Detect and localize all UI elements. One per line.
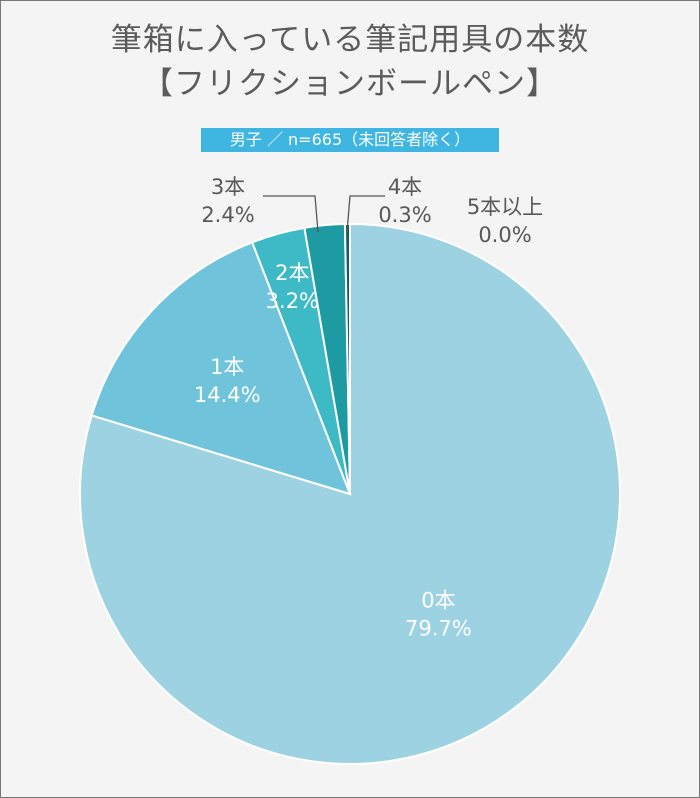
slice-value-5: 0.3% [378, 203, 431, 227]
slice-value-2: 14.4% [194, 383, 261, 407]
slice-label-6: 5本以上 [467, 195, 543, 219]
chart-title: 筆箱に入っている筆記用具の本数 【フリクションボールペン】 [0, 18, 700, 106]
slice-label-2: 1本 [210, 355, 244, 379]
leader-line-4 [263, 195, 319, 233]
slice-label-1: 0本 [421, 588, 455, 612]
slice-label-4: 3本 [211, 175, 245, 199]
title-line-1: 筆箱に入っている筆記用具の本数 [110, 22, 590, 58]
slice-value-4: 2.4% [201, 203, 254, 227]
slice-2 [90, 241, 352, 496]
slice-value-6: 0.0% [478, 223, 531, 247]
sample-badge: 男子 ／ n=665（未回答者除く） [201, 128, 499, 152]
slice-value-1: 79.7% [405, 616, 472, 640]
slice-value-3: 3.2% [266, 289, 319, 313]
title-line-2: 【フリクションボールペン】 [142, 66, 558, 102]
slice-label-3: 2本 [275, 261, 309, 285]
slice-label-5: 4本 [388, 175, 422, 199]
leader-line-5 [346, 195, 385, 233]
